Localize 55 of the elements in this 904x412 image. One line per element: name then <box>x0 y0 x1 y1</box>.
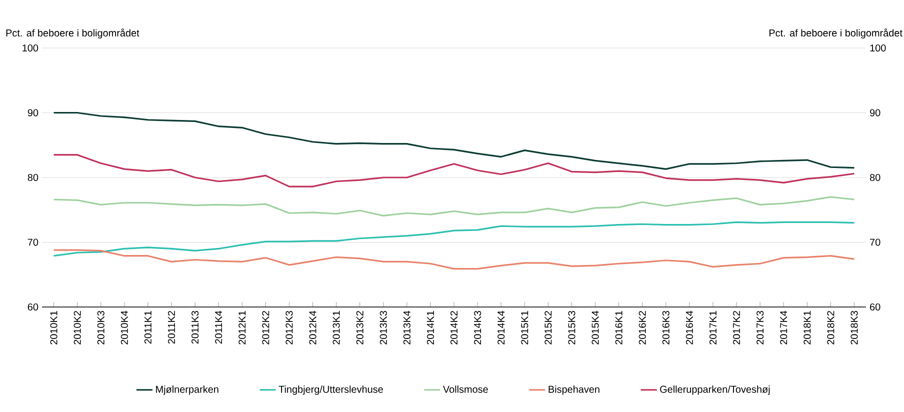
x-tick-label: 2011K3 <box>192 310 199 344</box>
x-tick-label: 2015K2 <box>544 311 552 344</box>
x-tick-label: 2011K2 <box>168 311 176 344</box>
y-tick-label: 70 <box>28 238 38 246</box>
y2-tick-label: 100 <box>870 44 886 52</box>
x-tick-label: 2011K4 <box>215 310 222 344</box>
x-tick-label: 2016K1 <box>615 311 622 344</box>
y-axis-title: Pct. af beboere i boligområdet <box>6 28 140 38</box>
line-series <box>52 196 856 217</box>
legend-label: Gellerupparken/Toveshøj <box>660 386 770 395</box>
x-tick-label: 2010K2 <box>74 311 81 344</box>
x-tick-label: 2014K3 <box>474 310 482 344</box>
legend-label: Vollsmose <box>442 386 488 393</box>
y2-axis-title: Pct. af beboere i boligområdet <box>769 28 902 38</box>
x-tick-label: 2018K3 <box>850 310 858 344</box>
x-tick-label: 2012K2 <box>262 311 270 344</box>
x-tick-label: 2014K1 <box>426 311 434 344</box>
legend-label: Mjølnerparken <box>156 386 218 395</box>
x-tick-label: 2012K3 <box>286 310 293 344</box>
x-tick-label: 2014K2 <box>450 311 458 344</box>
x-tick-label: 2015K3 <box>568 310 576 344</box>
y-tick-label: 90 <box>28 109 38 116</box>
x-tick-label: 2013K3 <box>380 310 387 344</box>
y2-tick-label: 90 <box>870 109 880 116</box>
x-tick-label: 2017K4 <box>780 310 788 344</box>
x-tick-label: 2013K1 <box>332 311 340 344</box>
x-tick-label: 2016K3 <box>662 310 670 344</box>
x-tick-label: 2016K2 <box>638 311 646 344</box>
x-tick-label: 2015K1 <box>521 311 528 344</box>
y2-tick-label: 60 <box>870 303 880 311</box>
y-tick-label: 80 <box>28 174 38 182</box>
y-tick-label: 100 <box>22 44 38 52</box>
x-tick-label: 2018K2 <box>827 311 834 344</box>
legend-label: Bispehaven <box>548 386 600 395</box>
x-tick-label: 2017K2 <box>733 311 740 344</box>
x-tick-label: 2012K1 <box>238 311 246 344</box>
y-tick-label: 60 <box>28 303 38 311</box>
x-tick-label: 2010K3 <box>97 310 104 344</box>
legend-label: Tingbjerg/Utterslevhuse <box>278 386 383 395</box>
x-tick-label: 2018K1 <box>804 311 811 344</box>
x-tick-label: 2010K4 <box>120 310 128 344</box>
x-tick-label: 2010K1 <box>50 311 58 344</box>
x-tick-label: 2011K1 <box>144 311 152 344</box>
x-tick-label: 2015K4 <box>592 310 599 344</box>
x-tick-label: 2014K4 <box>498 310 505 344</box>
y2-tick-label: 70 <box>870 238 880 246</box>
x-tick-label: 2013K4 <box>403 310 410 344</box>
line-series <box>52 154 856 188</box>
x-tick-label: 2017K3 <box>756 310 764 344</box>
x-tick-label: 2013K2 <box>356 311 364 344</box>
x-tick-label: 2012K4 <box>309 310 316 344</box>
x-tick-label: 2016K4 <box>686 310 693 344</box>
line-series <box>52 249 856 270</box>
x-tick-label: 2017K1 <box>709 311 717 344</box>
y2-tick-label: 80 <box>870 174 880 182</box>
